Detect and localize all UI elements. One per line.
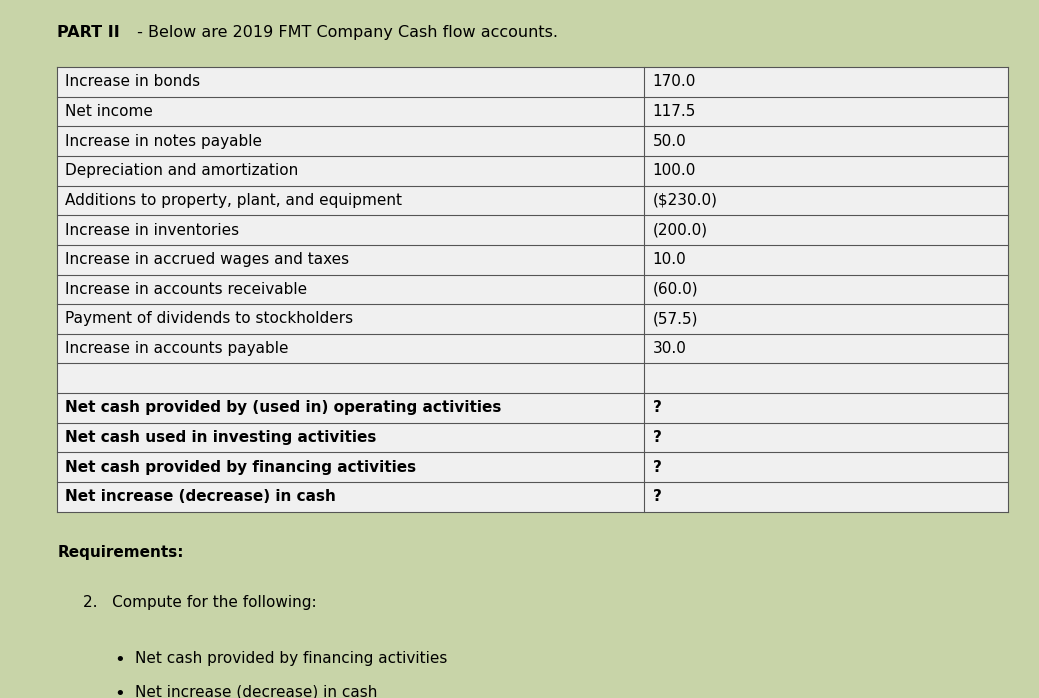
Text: (60.0): (60.0) — [652, 282, 698, 297]
Text: Increase in accounts payable: Increase in accounts payable — [65, 341, 289, 356]
Text: ?: ? — [652, 459, 662, 475]
Bar — [644, 364, 1008, 393]
Text: 10.0: 10.0 — [652, 252, 686, 267]
Text: Net cash provided by (used in) operating activities: Net cash provided by (used in) operating… — [65, 401, 502, 415]
Bar — [644, 126, 1008, 156]
Bar — [644, 156, 1008, 186]
Bar — [57, 97, 644, 126]
Text: Increase in accounts receivable: Increase in accounts receivable — [65, 282, 308, 297]
Text: (200.0): (200.0) — [652, 223, 708, 237]
Bar — [57, 186, 644, 215]
Bar — [57, 334, 644, 364]
Text: Net cash provided by financing activities: Net cash provided by financing activitie… — [65, 459, 417, 475]
Text: ?: ? — [652, 401, 662, 415]
Bar — [57, 452, 644, 482]
Bar — [57, 482, 644, 512]
Bar — [57, 245, 644, 274]
Text: 170.0: 170.0 — [652, 75, 696, 89]
Text: Increase in bonds: Increase in bonds — [65, 75, 201, 89]
Text: ?: ? — [652, 489, 662, 504]
Bar — [57, 67, 644, 97]
Bar — [57, 274, 644, 304]
Text: Increase in inventories: Increase in inventories — [65, 223, 240, 237]
Bar — [57, 364, 644, 393]
Text: Payment of dividends to stockholders: Payment of dividends to stockholders — [65, 311, 353, 327]
Bar — [644, 334, 1008, 364]
Bar — [644, 186, 1008, 215]
Text: Net cash used in investing activities: Net cash used in investing activities — [65, 430, 377, 445]
Bar — [57, 423, 644, 452]
Text: ($230.0): ($230.0) — [652, 193, 718, 208]
Text: - Below are 2019 FMT Company Cash flow accounts.: - Below are 2019 FMT Company Cash flow a… — [132, 25, 558, 40]
Bar — [644, 215, 1008, 245]
Bar — [644, 304, 1008, 334]
Bar — [57, 393, 644, 423]
Text: •: • — [114, 685, 125, 698]
Text: 100.0: 100.0 — [652, 163, 696, 178]
Text: Requirements:: Requirements: — [57, 545, 184, 560]
Text: •: • — [114, 651, 125, 669]
Text: Net income: Net income — [65, 104, 154, 119]
Bar — [644, 274, 1008, 304]
Bar — [57, 304, 644, 334]
Text: 50.0: 50.0 — [652, 133, 686, 149]
Text: 2.   Compute for the following:: 2. Compute for the following: — [83, 595, 317, 611]
Bar — [57, 156, 644, 186]
Bar — [644, 393, 1008, 423]
Text: Increase in accrued wages and taxes: Increase in accrued wages and taxes — [65, 252, 349, 267]
Text: Net increase (decrease) in cash: Net increase (decrease) in cash — [135, 685, 377, 698]
Text: 30.0: 30.0 — [652, 341, 687, 356]
Text: ?: ? — [652, 430, 662, 445]
Bar — [644, 97, 1008, 126]
Text: 117.5: 117.5 — [652, 104, 696, 119]
Bar — [644, 245, 1008, 274]
Bar — [57, 215, 644, 245]
Text: Net cash provided by financing activities: Net cash provided by financing activitie… — [135, 651, 448, 667]
Text: Depreciation and amortization: Depreciation and amortization — [65, 163, 298, 178]
Text: (57.5): (57.5) — [652, 311, 698, 327]
Bar — [644, 423, 1008, 452]
Bar — [644, 482, 1008, 512]
Text: PART II: PART II — [57, 25, 119, 40]
Text: Increase in notes payable: Increase in notes payable — [65, 133, 263, 149]
Bar — [644, 452, 1008, 482]
Text: Net increase (decrease) in cash: Net increase (decrease) in cash — [65, 489, 337, 504]
Bar — [644, 67, 1008, 97]
Text: Additions to property, plant, and equipment: Additions to property, plant, and equipm… — [65, 193, 402, 208]
Bar — [57, 126, 644, 156]
